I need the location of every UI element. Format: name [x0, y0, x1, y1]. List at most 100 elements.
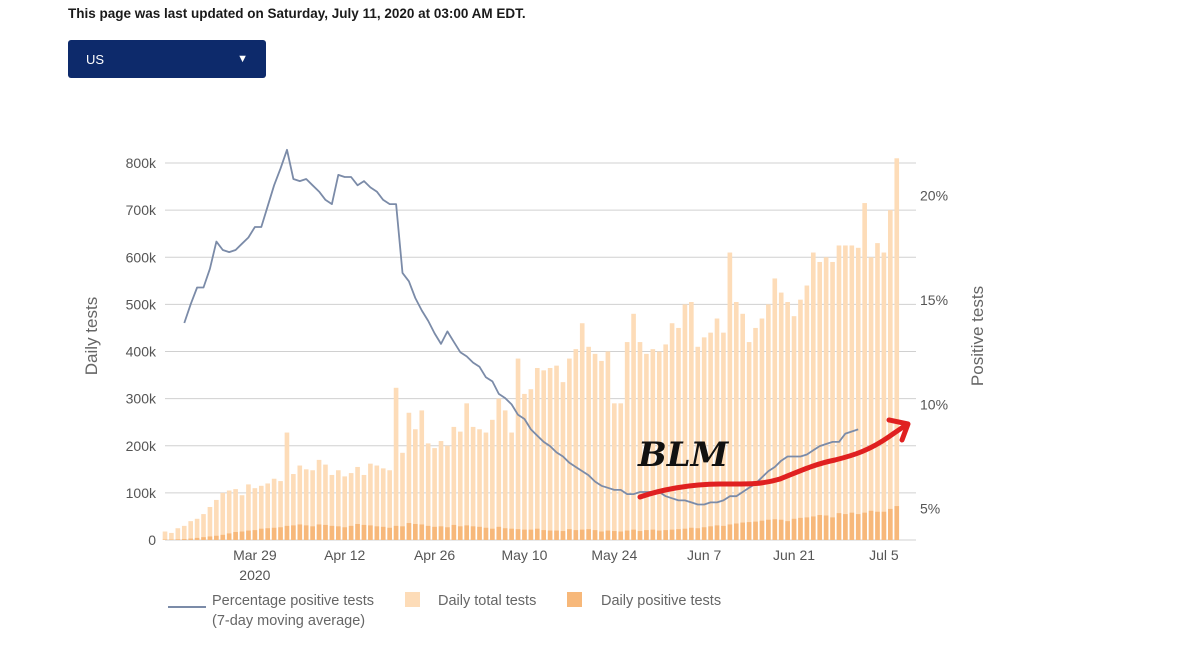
positive-tests-bar	[547, 530, 553, 540]
total-tests-bar	[605, 351, 611, 540]
positive-tests-bar	[586, 529, 591, 540]
positive-tests-bar	[727, 524, 733, 540]
positive-tests-bar	[689, 527, 694, 540]
last-updated-text: This page was last updated on Saturday, …	[68, 6, 526, 21]
y2-tick-label: 20%	[920, 188, 948, 204]
positive-tests-bar	[669, 529, 675, 540]
positive-tests-bar	[207, 536, 213, 540]
total-tests-bar	[689, 302, 694, 540]
total-tests-bar	[830, 261, 835, 540]
total-tests-bar	[470, 426, 476, 540]
total-tests-bar	[220, 492, 226, 540]
positive-tests-bar	[791, 518, 797, 540]
total-tests-bar	[438, 441, 444, 540]
positive-tests-bar	[278, 527, 283, 540]
total-tests-bar	[560, 382, 566, 540]
positive-tests-bar	[637, 531, 643, 540]
total-tests-bar	[746, 342, 752, 540]
y2-tick-label: 15%	[920, 292, 948, 308]
total-tests-bar	[387, 470, 392, 540]
total-tests-bar	[753, 327, 758, 540]
positive-tests-bar	[798, 517, 803, 540]
positive-tests-bar	[605, 530, 611, 540]
total-tests-bar	[656, 351, 662, 540]
positive-tests-bar	[490, 528, 495, 540]
total-tests-bar	[316, 459, 322, 540]
positive-tests-bar	[451, 524, 457, 540]
positive-tests-bar	[413, 523, 418, 540]
total-tests-bar	[772, 278, 778, 540]
positive-tests-bar	[419, 524, 425, 540]
handwritten-annotation: BLM	[637, 435, 730, 475]
total-tests-bar	[637, 342, 643, 540]
total-tests-bar	[374, 465, 380, 540]
positive-tests-bar	[650, 529, 656, 540]
x-tick-label: Apr 26	[414, 547, 455, 563]
positive-tests-bar	[888, 508, 893, 540]
positive-tests-bar	[849, 512, 855, 540]
positive-tests-bar	[406, 523, 412, 540]
y-tick-label: 700k	[126, 202, 157, 218]
total-tests-bar	[733, 302, 739, 540]
total-tests-bar	[881, 252, 887, 540]
total-tests-bar	[862, 203, 867, 540]
total-tests-bar	[246, 484, 251, 540]
total-tests-bar	[432, 448, 437, 540]
legend-label-positivity-sub: (7-day moving average)	[212, 613, 365, 629]
positive-tests-bar	[425, 525, 431, 540]
positive-tests-bar	[303, 525, 309, 540]
total-tests-bar	[644, 353, 649, 540]
positive-tests-bar	[393, 525, 399, 540]
positive-tests-bar	[291, 525, 296, 540]
y-tick-label: 0	[148, 532, 156, 548]
total-tests-bar	[502, 410, 508, 540]
total-tests-bar	[567, 358, 572, 540]
positive-tests-bar	[612, 531, 617, 540]
hand-drawn-arrow-icon	[637, 422, 909, 500]
total-tests-bar	[297, 465, 303, 540]
positive-tests-bar	[342, 527, 348, 540]
positive-tests-bar	[400, 526, 405, 540]
total-tests-bar	[380, 468, 386, 540]
positive-tests-bar	[348, 525, 354, 540]
positive-tests-bar	[618, 531, 624, 540]
positive-tests-bar	[579, 529, 585, 540]
total-tests-bar	[669, 323, 675, 540]
positive-tests-bar	[701, 527, 707, 540]
positive-tests-bar	[823, 515, 829, 540]
y-tick-label: 200k	[126, 438, 157, 454]
y-tick-label: 800k	[126, 155, 157, 171]
positive-tests-bar	[733, 523, 739, 540]
total-tests-bar	[682, 304, 688, 540]
positive-tests-bar	[374, 526, 380, 540]
total-tests-bar	[175, 528, 181, 540]
positive-tests-bar	[181, 539, 187, 540]
total-tests-bar	[541, 370, 547, 540]
total-tests-bar	[496, 398, 502, 540]
positive-tests-bar	[830, 517, 835, 540]
total-tests-bar	[188, 521, 193, 540]
total-tests-bar	[477, 429, 482, 540]
region-select[interactable]: US ▼	[68, 40, 266, 78]
positive-tests-bar	[708, 526, 713, 540]
total-tests-bar	[547, 367, 553, 540]
total-tests-bar	[721, 332, 726, 540]
total-tests-bar	[419, 410, 425, 540]
positive-tests-bar	[258, 528, 264, 540]
region-select-value: US	[86, 51, 105, 67]
positive-tests-bar	[624, 530, 630, 540]
total-tests-bar	[810, 252, 816, 540]
total-tests-bar	[624, 342, 630, 540]
total-tests-bar	[239, 495, 245, 540]
positive-tests-bar	[682, 528, 688, 540]
positive-tests-bar	[464, 525, 469, 540]
positive-tests-bar	[804, 517, 810, 540]
positive-tests-bar	[380, 526, 386, 540]
positive-tests-bar	[663, 530, 668, 540]
total-tests-bar	[804, 285, 810, 540]
positive-tests-bar	[721, 525, 726, 540]
positive-tests-bar	[868, 510, 874, 540]
positive-tests-bar	[502, 528, 508, 540]
positive-tests-bar	[194, 537, 200, 540]
